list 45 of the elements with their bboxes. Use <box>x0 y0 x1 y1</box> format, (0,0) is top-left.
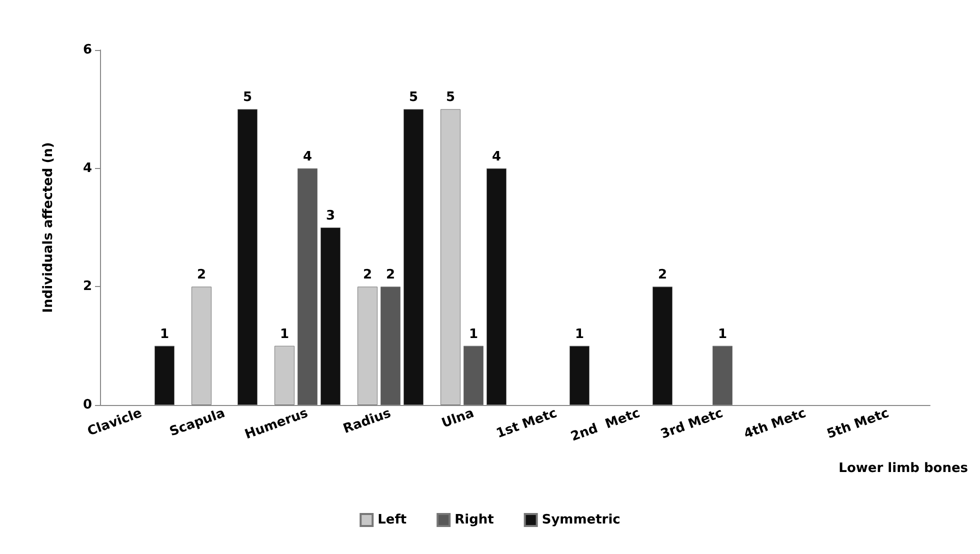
y-tick-label: 6 <box>82 42 92 58</box>
data-label: 1 <box>160 326 170 342</box>
bar <box>238 109 258 405</box>
x-tick-label: 3rd Metc <box>658 406 726 442</box>
bar <box>486 168 506 405</box>
data-label: 1 <box>280 326 290 342</box>
bar <box>712 346 732 405</box>
data-label: 5 <box>446 90 456 106</box>
data-label: 4 <box>492 149 502 164</box>
bar <box>358 286 378 405</box>
x-tick-label: 4th Metc <box>742 406 808 442</box>
legend-label: Left <box>378 512 407 528</box>
data-label: 5 <box>408 90 418 106</box>
y-tick-label: 2 <box>82 279 92 294</box>
x-tick-label: 1st Metc <box>494 406 560 442</box>
x-tick-label: Ulna <box>440 406 476 432</box>
legend-label: Symmetric <box>542 512 620 528</box>
data-label: 2 <box>658 268 668 283</box>
data-label: 2 <box>196 268 206 283</box>
x-tick-label: 2nd Metc <box>568 406 642 445</box>
bar <box>192 286 212 405</box>
data-label: 1 <box>468 326 478 342</box>
bar <box>154 346 174 405</box>
bar <box>570 346 590 405</box>
bar <box>440 109 460 405</box>
y-tick-label: 0 <box>82 398 92 412</box>
y-tick-label: 4 <box>82 160 92 176</box>
data-label: 3 <box>326 208 336 224</box>
data-label: 1 <box>574 326 584 342</box>
data-label: 4 <box>302 149 312 164</box>
data-label: 2 <box>362 268 372 283</box>
bar <box>464 346 484 405</box>
bar <box>320 228 340 405</box>
data-label: 5 <box>242 90 252 106</box>
data-label: 2 <box>386 268 396 283</box>
bar <box>298 168 318 405</box>
data-label: 1 <box>718 326 728 342</box>
bar <box>380 286 400 405</box>
bar <box>652 286 672 405</box>
bar <box>404 109 424 405</box>
y-axis-title: Individuals affected (n) <box>41 142 56 313</box>
x-axis-title: Lower limb bones <box>838 461 968 476</box>
x-tick-label: 5th Metc <box>825 406 892 442</box>
legend-label: Right <box>454 512 494 528</box>
bar <box>274 346 294 405</box>
